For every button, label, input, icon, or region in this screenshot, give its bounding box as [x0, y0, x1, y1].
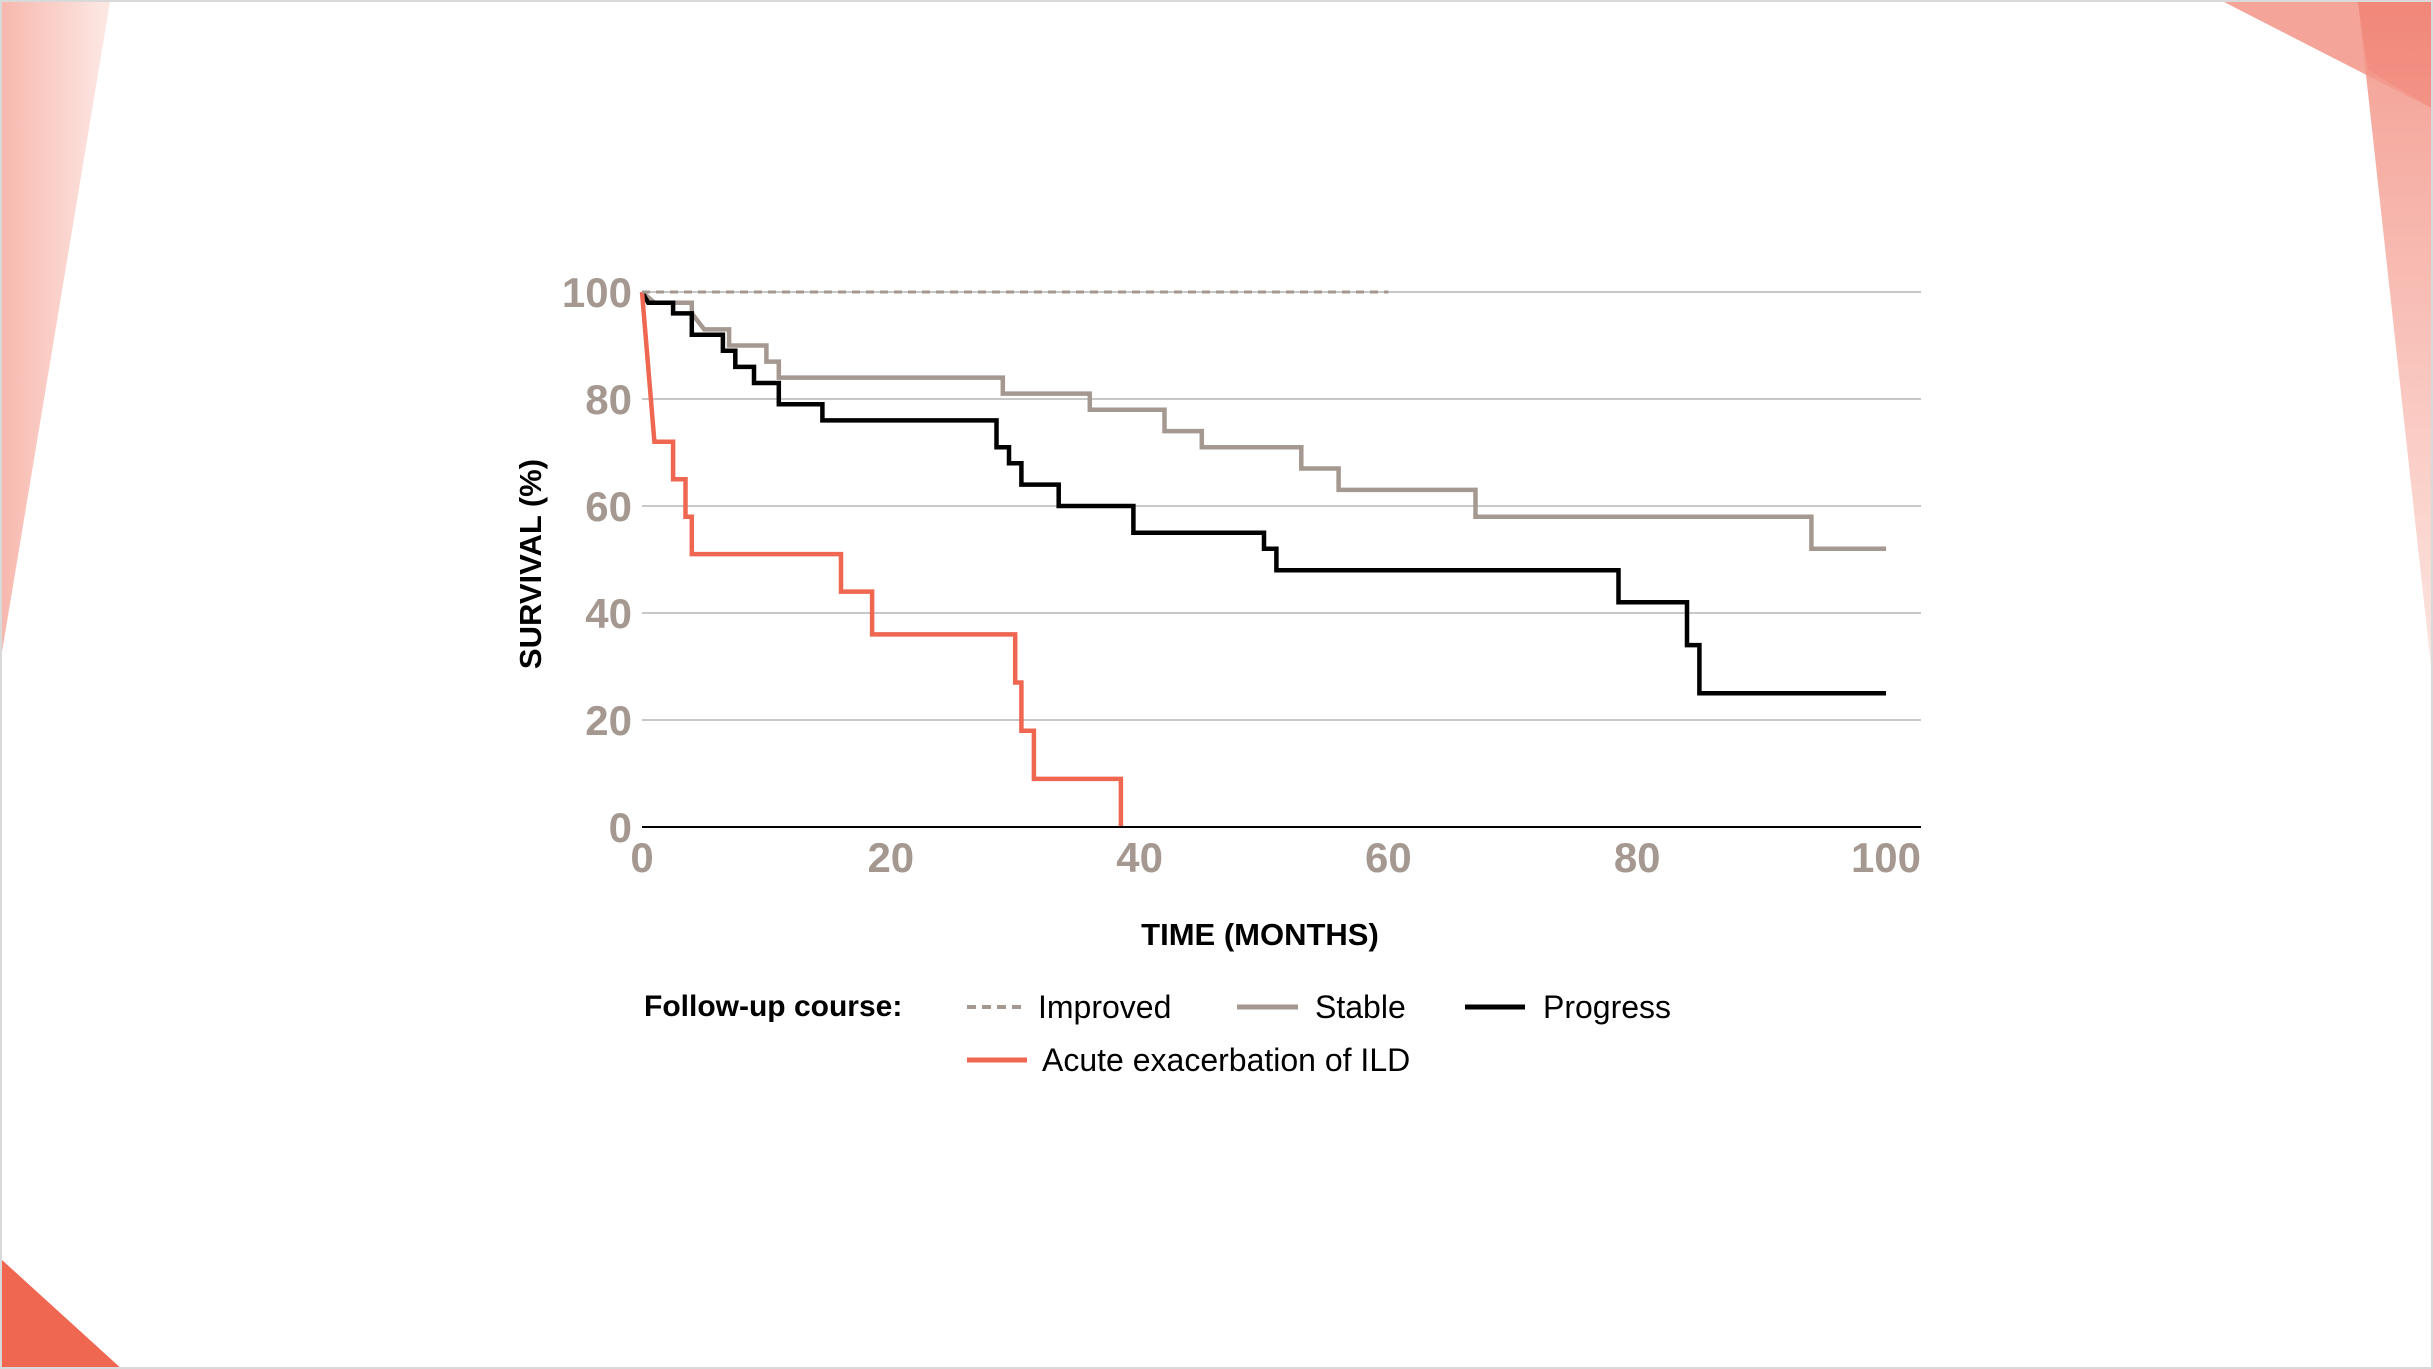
x-tick-labels: 0 20 40 60 80 100 — [630, 834, 1921, 881]
y-tick-label-20: 20 — [585, 697, 632, 744]
x-tick-label-20: 20 — [867, 834, 914, 881]
series-line-progress — [640, 290, 1886, 696]
x-tick-label-60: 60 — [1365, 834, 1412, 881]
x-tick-label-100: 100 — [1851, 834, 1921, 881]
x-tick-label-80: 80 — [1614, 834, 1661, 881]
legend-label-progress: Progress — [1543, 989, 1671, 1025]
series-line-acute-exacerbation-of-ild — [639, 291, 1124, 827]
left-deco-shape — [2, 2, 110, 652]
legend-label-improved: Improved — [1038, 989, 1171, 1025]
x-tick-label-0: 0 — [630, 834, 653, 881]
y-tick-label-100: 100 — [562, 269, 632, 316]
legend-title: Follow-up course: — [644, 990, 902, 1023]
y-tick-label-40: 40 — [585, 590, 632, 637]
gridlines — [642, 291, 1921, 721]
legend: Follow-up course: Improved Stable Progre… — [644, 989, 1671, 1078]
x-tick-label-40: 40 — [1116, 834, 1163, 881]
legend-label-acute: Acute exacerbation of ILD — [1042, 1042, 1410, 1078]
y-tick-label-60: 60 — [585, 483, 632, 530]
x-axis-title: TIME (MONTHS) — [1141, 917, 1379, 952]
legend-label-stable: Stable — [1315, 989, 1406, 1025]
series-line-stable — [640, 290, 1886, 552]
y-tick-labels: 0 20 40 60 80 100 — [562, 269, 632, 851]
bottom-left-deco-shape — [2, 1260, 120, 1367]
y-tick-label-80: 80 — [585, 376, 632, 423]
y-axis-title: SURVIVAL (%) — [513, 459, 548, 669]
series-lines — [639, 290, 1886, 827]
right-deco-shape — [2358, 2, 2431, 666]
y-tick-label-0: 0 — [609, 804, 632, 851]
